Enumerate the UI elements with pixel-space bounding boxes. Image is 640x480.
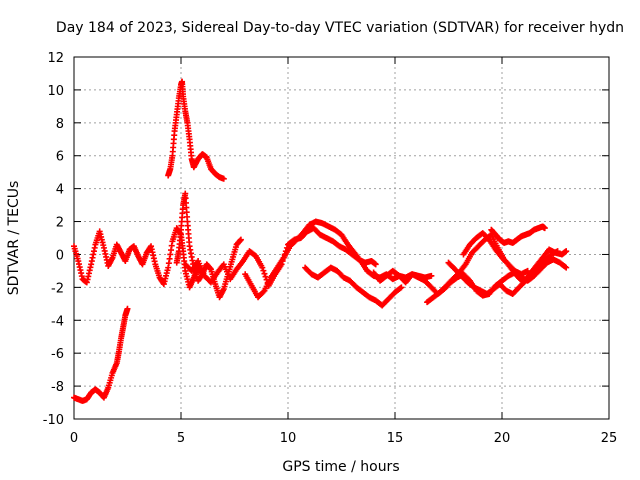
data-point	[261, 270, 268, 277]
data-point	[124, 305, 131, 312]
x-tick-label: 10	[280, 431, 297, 446]
x-tick-label: 20	[494, 431, 511, 446]
x-tick-label: 15	[387, 431, 404, 446]
axis-ticks: -10 -8 -6 -4 -2 0 2 4 6 8 10 12 0 5 10 15 20 25	[43, 51, 618, 446]
x-tick-label: 25	[601, 431, 618, 446]
data-point	[262, 273, 269, 280]
data-point	[220, 175, 227, 182]
series-arc-low	[71, 305, 131, 404]
series-arc-h	[445, 248, 561, 297]
y-tick-label: -10	[43, 413, 64, 428]
x-tick-label: 5	[177, 431, 185, 446]
y-tick-label: 4	[56, 183, 64, 198]
series-arc-e	[302, 264, 405, 309]
y-tick-label: 12	[47, 51, 64, 66]
chart-title: Day 184 of 2023, Sidereal Day-to-day VTE…	[56, 20, 624, 36]
x-tick-label: 0	[70, 431, 78, 446]
series-arc-a	[71, 225, 206, 291]
y-tick-label: 2	[56, 216, 64, 231]
y-tick-label: -6	[51, 347, 64, 362]
data-point	[237, 236, 244, 243]
data-point	[563, 248, 570, 255]
data-point	[398, 284, 405, 291]
y-tick-label: 6	[56, 150, 64, 165]
data-point	[554, 248, 561, 255]
y-tick-label: 10	[47, 84, 64, 99]
data-point	[563, 264, 570, 271]
data-point	[260, 267, 267, 274]
y-tick-label: -2	[51, 281, 64, 296]
data-point	[428, 272, 435, 279]
data-point	[397, 285, 404, 292]
data-point	[562, 263, 569, 270]
y-axis-label: SDTVAR / TECUs	[6, 181, 22, 296]
plot-frame	[73, 56, 610, 420]
data-point	[260, 288, 267, 295]
x-axis-label: GPS time / hours	[282, 459, 399, 475]
data-point	[541, 225, 548, 232]
series-arc-i	[488, 223, 548, 246]
y-tick-label: 0	[56, 248, 64, 263]
y-tick-label: -8	[51, 380, 64, 395]
series-arc-d	[242, 218, 435, 301]
y-tick-label: -4	[51, 314, 64, 329]
series-arc-g	[424, 231, 570, 306]
data-points	[71, 78, 570, 404]
y-tick-label: 8	[56, 117, 64, 132]
data-point	[524, 267, 531, 274]
data-point	[372, 261, 379, 268]
data-point	[259, 264, 266, 271]
series-arc-peak	[165, 78, 227, 182]
series-arc-j	[460, 230, 531, 278]
